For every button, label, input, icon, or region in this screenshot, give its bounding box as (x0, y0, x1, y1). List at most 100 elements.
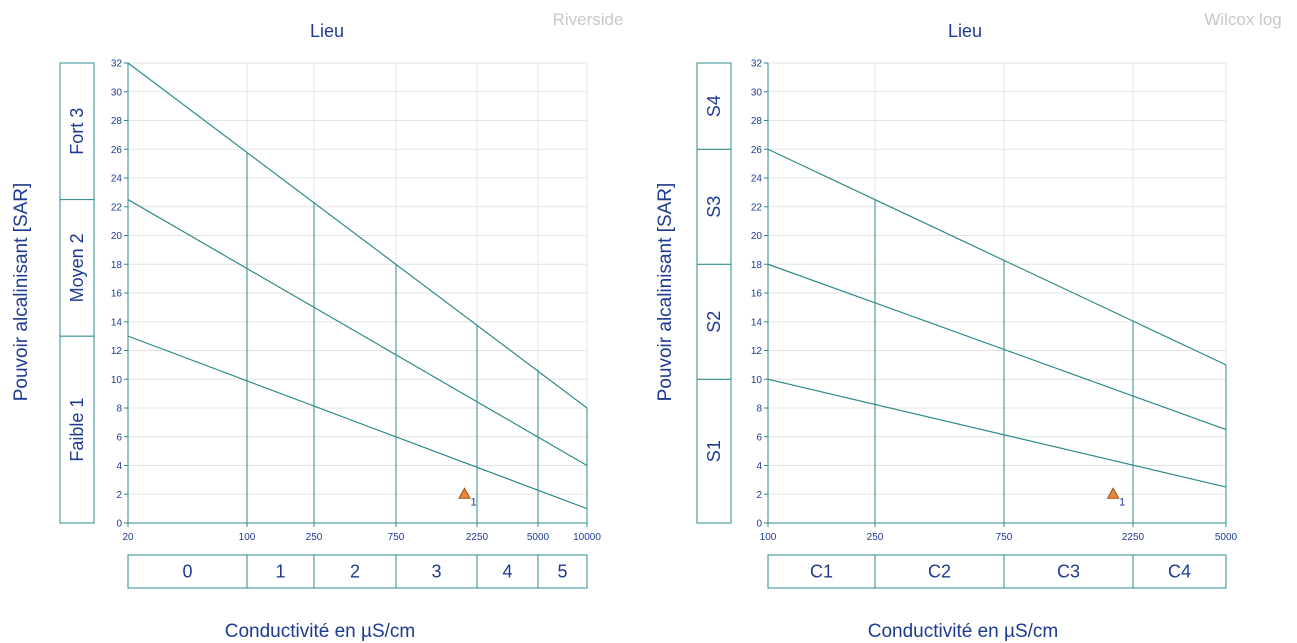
y-class-label: S1 (704, 440, 724, 462)
chart-wilcox-log: Lieu Wilcox log Pouvoir alcalinisant [SA… (655, 10, 1282, 642)
x-class-box (767, 554, 876, 589)
x-class-box (537, 554, 588, 589)
y-tick-label: 4 (756, 461, 762, 472)
x-tick-label: 100 (239, 532, 256, 543)
x-tick-label: 2250 (1122, 532, 1145, 543)
y-tick-label: 2 (756, 490, 762, 501)
y-class-box (696, 263, 732, 380)
x-tick-label: 5000 (527, 532, 550, 543)
x-tick-label: 5000 (1215, 532, 1238, 543)
x-tick-label: 250 (867, 532, 884, 543)
y-tick-label: 12 (751, 346, 763, 357)
y-tick-label: 10 (111, 375, 123, 386)
y-class-box (696, 378, 732, 524)
y-tick-label: 16 (751, 289, 763, 300)
boundary-line (767, 263, 1227, 431)
data-point-label: 1 (471, 496, 477, 508)
y-tick-label: 26 (111, 145, 123, 156)
y-tick-label: 10 (751, 375, 763, 386)
y-tick-label: 32 (111, 59, 123, 70)
boundary-line (767, 148, 1227, 366)
y-tick-label: 4 (116, 461, 122, 472)
y-tick-label: 24 (751, 174, 763, 185)
y-tick-label: 30 (751, 87, 763, 98)
x-class-box (313, 554, 397, 589)
y-tick-label: 8 (116, 404, 122, 415)
boundary-line (127, 335, 588, 510)
y-axis-label: Pouvoir alcalinisant [SAR] (11, 183, 32, 402)
x-class-label: 4 (502, 562, 512, 582)
y-class-label: S4 (704, 95, 724, 117)
y-tick-label: 30 (111, 87, 123, 98)
x-class-box (395, 554, 478, 589)
x-tick-label: 250 (306, 532, 323, 543)
x-class-label: 0 (182, 562, 192, 582)
y-tick-label: 18 (111, 260, 123, 271)
y-tick-label: 14 (751, 317, 763, 328)
x-class-label: 3 (431, 562, 441, 582)
x-class-label: C2 (928, 562, 951, 582)
y-tick-label: 6 (116, 432, 122, 443)
y-tick-label: 18 (751, 260, 763, 271)
chart-title: Lieu (310, 21, 344, 41)
y-tick-label: 8 (756, 404, 762, 415)
x-axis-label: Conductivité en µS/cm (225, 621, 415, 642)
y-tick-label: 12 (111, 346, 123, 357)
y-tick-label: 26 (751, 145, 763, 156)
x-class-box (1132, 554, 1227, 589)
x-tick-label: 100 (760, 532, 777, 543)
data-point-label: 1 (1119, 496, 1125, 508)
y-class-box (59, 62, 95, 201)
x-class-box (476, 554, 539, 589)
x-class-label: 5 (557, 562, 567, 582)
chart-riverside: Lieu Riverside Pouvoir alcalinisant [SAR… (11, 10, 623, 642)
watermark-label: Riverside (553, 10, 624, 29)
grid (767, 62, 1227, 524)
y-class-label: S2 (704, 311, 724, 333)
y-tick-label: 20 (751, 231, 763, 242)
y-class-label: Fort 3 (67, 108, 87, 155)
x-class-label: C1 (810, 562, 833, 582)
y-class-label: Faible 1 (67, 398, 87, 462)
boundary-line (127, 199, 588, 467)
y-tick-label: 6 (756, 432, 762, 443)
y-tick-label: 32 (751, 59, 763, 70)
y-class-box (59, 199, 95, 337)
y-tick-label: 20 (111, 231, 123, 242)
y-tick-label: 24 (111, 174, 123, 185)
y-tick-label: 22 (751, 202, 763, 213)
y-class-label: S3 (704, 196, 724, 218)
chart-title: Lieu (948, 21, 982, 41)
x-class-label: 2 (350, 562, 360, 582)
x-tick-label: 2250 (466, 532, 489, 543)
x-class-label: 1 (275, 562, 285, 582)
data-point (1106, 487, 1120, 499)
x-class-box (127, 554, 248, 589)
y-class-box (59, 335, 95, 524)
x-tick-label: 750 (996, 532, 1013, 543)
y-class-label: Moyen 2 (67, 233, 87, 302)
boundary-line (767, 378, 1227, 488)
x-class-box (874, 554, 1005, 589)
x-class-box (246, 554, 315, 589)
y-tick-label: 22 (111, 202, 123, 213)
y-tick-label: 0 (756, 519, 762, 530)
y-tick-label: 14 (111, 317, 123, 328)
y-tick-label: 28 (111, 116, 123, 127)
x-class-label: C3 (1057, 562, 1080, 582)
watermark-label: Wilcox log (1204, 10, 1281, 29)
y-axis-label: Pouvoir alcalinisant [SAR] (655, 183, 676, 402)
x-tick-label: 20 (122, 532, 134, 543)
data-point (458, 487, 471, 499)
y-tick-label: 0 (116, 519, 122, 530)
x-tick-label: 750 (388, 532, 405, 543)
x-tick-label: 10000 (573, 532, 601, 543)
y-tick-label: 16 (111, 289, 123, 300)
x-class-label: C4 (1168, 562, 1191, 582)
y-tick-label: 2 (116, 490, 122, 501)
y-tick-label: 28 (751, 116, 763, 127)
x-axis-label: Conductivité en µS/cm (868, 621, 1058, 642)
y-class-box (696, 62, 732, 150)
grid (127, 62, 588, 524)
